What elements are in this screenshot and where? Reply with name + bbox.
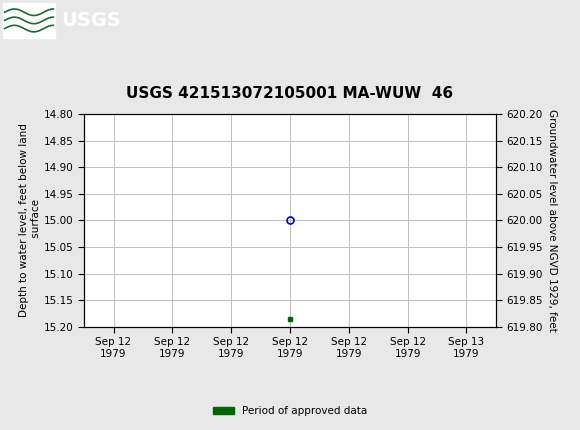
Text: USGS: USGS xyxy=(61,11,121,30)
Bar xyxy=(3,3,55,37)
Text: USGS 421513072105001 MA-WUW  46: USGS 421513072105001 MA-WUW 46 xyxy=(126,86,454,101)
Y-axis label: Depth to water level, feet below land
 surface: Depth to water level, feet below land su… xyxy=(20,123,41,317)
Legend: Period of approved data: Period of approved data xyxy=(209,402,371,421)
Y-axis label: Groundwater level above NGVD 1929, feet: Groundwater level above NGVD 1929, feet xyxy=(547,109,557,332)
